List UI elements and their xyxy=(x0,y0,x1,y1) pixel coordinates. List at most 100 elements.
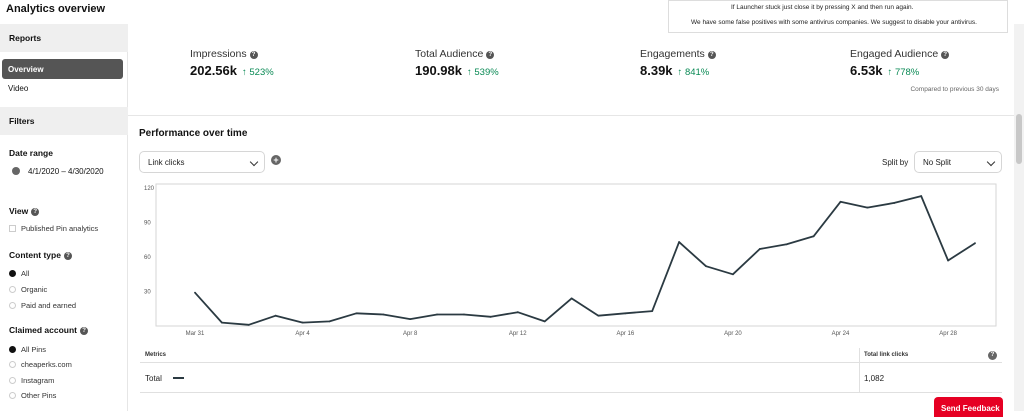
notice-line-2: We have some false positives with some a… xyxy=(691,19,977,26)
metrics-table: Metrics Total link clicks ? Total 1,082 xyxy=(140,348,1002,393)
x-tick-label: Apr 4 xyxy=(295,331,310,337)
data-point xyxy=(705,265,707,268)
stat-total-audience: Total Audience? 190.98k ↑ 539% xyxy=(415,48,499,78)
data-point xyxy=(678,241,681,243)
sidebar-item-overview[interactable]: Overview xyxy=(2,59,123,79)
row-label: Total xyxy=(145,374,162,383)
series-line-link-clicks xyxy=(194,195,976,326)
radio-label: All xyxy=(21,269,30,278)
data-point xyxy=(785,243,788,246)
content-type-all[interactable]: All xyxy=(9,269,29,278)
chevron-down-icon xyxy=(986,157,996,167)
stat-change: ↑ 841% xyxy=(678,67,710,78)
divider xyxy=(140,392,1002,393)
x-tick-label: Apr 28 xyxy=(939,331,957,337)
stat-label-text: Total Audience xyxy=(415,48,484,60)
radio-icon xyxy=(9,392,16,399)
stat-label-text: Impressions xyxy=(190,48,247,60)
sidebar: Reports Overview Video Filters Date rang… xyxy=(0,24,128,411)
date-range-value: 4/1/2020 – 4/30/2020 xyxy=(28,167,104,176)
send-feedback-button[interactable]: Send Feedback xyxy=(934,397,1003,417)
arrow-up-icon: ↑ xyxy=(242,67,247,78)
claimed-other-pins[interactable]: Other Pins xyxy=(9,391,56,400)
stat-label: Engaged Audience? xyxy=(850,48,950,60)
data-point xyxy=(758,248,761,250)
scrollbar[interactable] xyxy=(1014,24,1024,411)
stat-change-value: 841% xyxy=(684,67,710,78)
claimed-all-pins[interactable]: All Pins xyxy=(9,345,46,354)
reports-header: Reports xyxy=(0,24,128,52)
table-header: Metrics Total link clicks ? xyxy=(140,348,1002,363)
column-divider xyxy=(859,348,860,393)
stat-change-value: 539% xyxy=(474,67,499,78)
stat-change-value: 523% xyxy=(249,67,274,78)
data-point xyxy=(247,323,250,326)
metric-select[interactable]: Link clicks xyxy=(139,151,265,173)
radio-label: cheaperks.com xyxy=(21,360,72,369)
arrow-up-icon: ↑ xyxy=(467,67,472,78)
stat-label: Total Audience? xyxy=(415,48,499,60)
y-tick-label: 90 xyxy=(144,221,151,227)
stat-change-value: 778% xyxy=(894,67,920,78)
radio-icon xyxy=(9,377,16,384)
filters-header: Filters xyxy=(0,107,128,135)
data-point xyxy=(839,200,842,203)
data-point xyxy=(194,291,196,294)
radio-label: Other Pins xyxy=(21,391,57,400)
help-icon[interactable]: ? xyxy=(80,327,89,335)
add-metric-icon[interactable]: + xyxy=(271,155,281,165)
claimed-account-label: Claimed account? xyxy=(9,325,89,335)
split-select[interactable]: No Split xyxy=(914,151,1002,173)
stat-engagements: Engagements? 8.39k ↑ 841% xyxy=(640,48,716,78)
stat-value-row: 8.39k ↑ 841% xyxy=(640,63,716,78)
row-value: 1,082 xyxy=(864,374,885,383)
claimed-label-text: Claimed account xyxy=(9,325,78,335)
stats-panel: Impressions? 202.56k ↑ 523% Total Audienc… xyxy=(128,24,1014,116)
data-point xyxy=(543,320,546,323)
launcher-notice: If Launcher stuck just close it by press… xyxy=(668,0,1008,33)
help-icon[interactable]: ? xyxy=(988,351,997,360)
data-point xyxy=(920,195,923,197)
data-point xyxy=(355,312,358,315)
sidebar-item-video[interactable]: Video xyxy=(8,84,29,93)
help-icon[interactable]: ? xyxy=(249,51,258,59)
help-icon[interactable]: ? xyxy=(941,51,950,59)
data-point xyxy=(812,235,815,238)
data-point xyxy=(516,311,519,314)
claimed-instagram[interactable]: Instagram xyxy=(9,376,54,385)
radio-label: Organic xyxy=(21,285,48,294)
data-point xyxy=(409,318,412,320)
scrollbar-thumb[interactable] xyxy=(1016,114,1022,164)
view-label: View? xyxy=(9,206,40,216)
stat-value-row: 202.56k ↑ 523% xyxy=(190,63,274,78)
help-icon[interactable]: ? xyxy=(486,51,495,59)
data-point xyxy=(274,314,277,317)
date-range-picker[interactable]: 4/1/2020 – 4/30/2020 xyxy=(12,167,104,176)
reports-label: Reports xyxy=(9,33,42,43)
checkbox-label: Published Pin analytics xyxy=(21,224,99,233)
stat-change: ↑ 523% xyxy=(242,67,274,78)
help-icon[interactable]: ? xyxy=(31,208,40,216)
radio-label: Paid and earned xyxy=(21,301,77,310)
stat-engaged-audience: Engaged Audience? 6.53k ↑ 778% xyxy=(850,48,950,78)
help-icon[interactable]: ? xyxy=(707,51,716,59)
radio-label: All Pins xyxy=(21,345,47,354)
content-type-paid[interactable]: Paid and earned xyxy=(9,301,76,310)
data-point xyxy=(463,313,465,316)
data-point xyxy=(570,297,573,300)
stat-value: 6.53k xyxy=(850,63,883,78)
x-tick-label: Mar 31 xyxy=(186,331,205,337)
series-line-icon xyxy=(172,377,184,379)
stat-change: ↑ 778% xyxy=(888,67,920,78)
data-point xyxy=(866,206,869,209)
radio-label: Instagram xyxy=(21,376,55,385)
data-point xyxy=(947,259,950,262)
arrow-up-icon: ↑ xyxy=(677,67,683,78)
content-type-label-text: Content type xyxy=(9,250,61,260)
y-tick-label: 120 xyxy=(144,186,155,192)
claimed-cheaperks[interactable]: cheaperks.com xyxy=(9,360,72,369)
help-icon[interactable]: ? xyxy=(63,252,72,260)
published-pin-checkbox[interactable]: Published Pin analytics xyxy=(9,224,98,233)
radio-selected-icon xyxy=(9,270,16,277)
content-type-organic[interactable]: Organic xyxy=(9,285,47,294)
